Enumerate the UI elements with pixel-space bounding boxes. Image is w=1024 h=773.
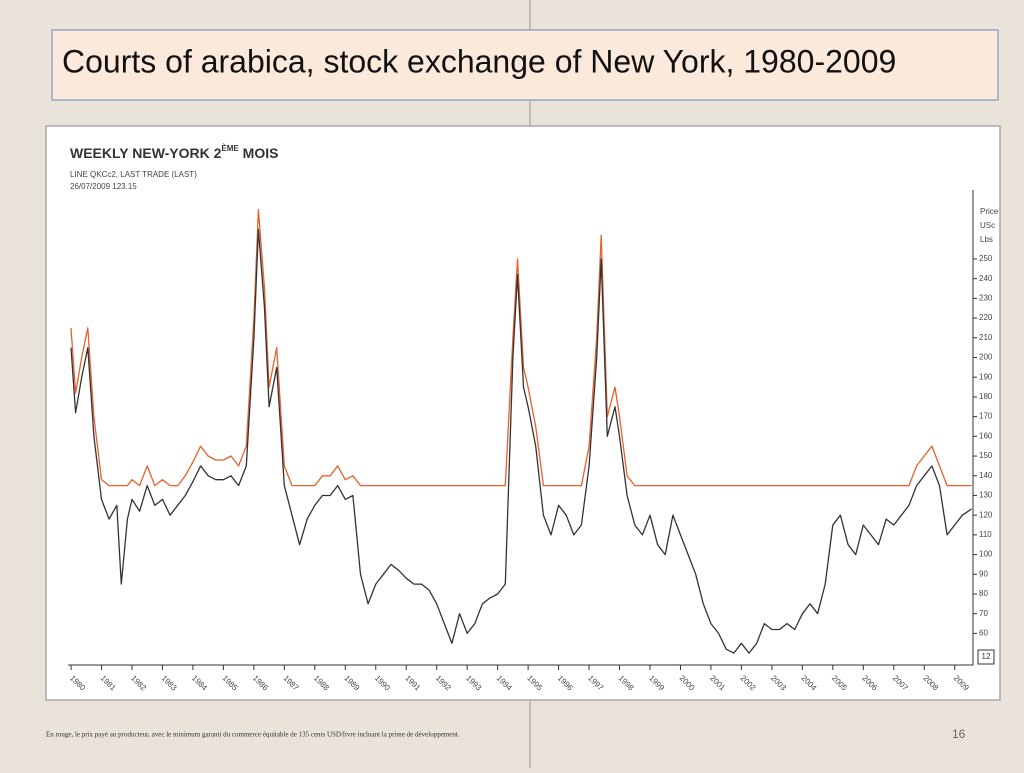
y-tick-label: 180 [979,392,993,401]
y-tick-label: 230 [979,293,993,302]
slide-title: Courts of arabica, stock exchange of New… [62,43,896,79]
price-line [70,228,972,654]
y-tick-label: 110 [979,530,992,539]
y-axis-label: Lbs [980,235,993,244]
chart-title-part: WEEKLY NEW-YORK 2 [70,145,222,161]
page-number: 16 [952,727,966,741]
y-tick-label: 250 [979,254,993,263]
chart-title-part: MOIS [239,145,279,161]
y-tick-label: 70 [979,609,988,618]
y-tick-label: 160 [979,431,993,440]
y-tick-label: 90 [979,569,988,578]
y-tick-label: 120 [979,510,993,519]
axis-badge: 12 [982,652,991,661]
axis-badge-box [977,649,995,665]
chart-panel [45,125,1001,701]
chart-subtitle: 26/07/2009 123.15 [70,182,137,191]
chart-title-part: ÈME [221,144,239,153]
y-tick-label: 100 [979,550,993,559]
chart-subtitle: LINE QKCc2, LAST TRADE (LAST) [70,170,197,179]
y-tick-label: 150 [979,451,993,460]
title-box [51,29,999,101]
y-tick-label: 170 [979,412,993,421]
y-tick-label: 80 [979,589,988,598]
y-tick-label: 140 [979,471,993,480]
price-line [70,209,972,487]
y-tick-label: 210 [979,333,993,342]
y-tick-label: 130 [979,491,993,500]
chart-title: WEEKLY NEW-YORK 2ÈME MOIS [70,144,278,161]
y-tick-label: 200 [979,353,993,362]
y-axis-label: USc [980,221,995,230]
y-tick-label: 220 [979,313,993,322]
y-axis-label: Price [980,207,999,216]
y-tick-label: 60 [979,629,988,638]
footnote: En rouge, le prix payé au producteur, av… [46,731,460,739]
y-tick-label: 190 [979,372,993,381]
y-tick-label: 240 [979,274,993,283]
